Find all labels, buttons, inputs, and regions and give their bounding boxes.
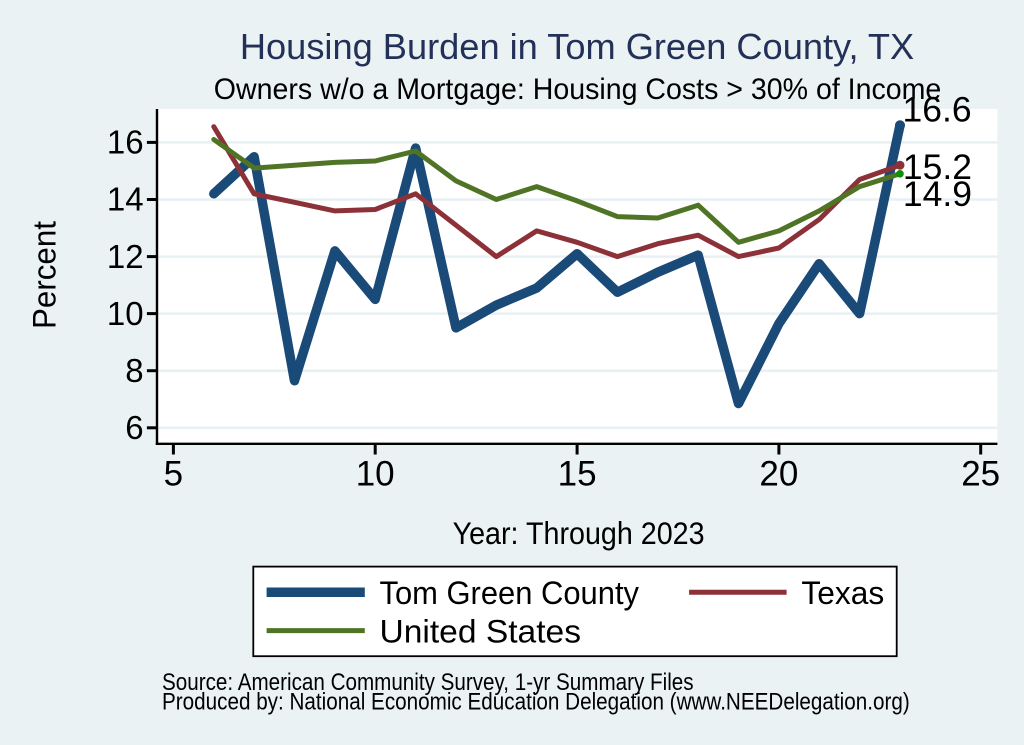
svg-text:16.6: 16.6 — [903, 90, 972, 130]
svg-text:8: 8 — [125, 352, 143, 389]
svg-text:5: 5 — [164, 454, 183, 493]
svg-text:12: 12 — [107, 238, 144, 275]
svg-text:14: 14 — [107, 181, 144, 218]
svg-text:25: 25 — [961, 454, 1000, 493]
svg-text:Texas: Texas — [801, 575, 884, 611]
svg-text:Owners w/o a Mortgage: Housing: Owners w/o a Mortgage: Housing Costs > 3… — [214, 73, 942, 106]
svg-text:Source: American Community Sur: Source: American Community Survey, 1-yr … — [162, 669, 694, 696]
svg-text:15.2: 15.2 — [903, 147, 972, 187]
svg-text:United States: United States — [380, 613, 582, 649]
svg-text:10: 10 — [356, 454, 395, 493]
svg-text:Year: Through 2023: Year: Through 2023 — [453, 515, 705, 551]
svg-text:Housing Burden in Tom Green Co: Housing Burden in Tom Green County, TX — [240, 26, 914, 67]
svg-text:15: 15 — [558, 454, 597, 493]
svg-text:Produced by: National Economic: Produced by: National Economic Education… — [162, 689, 910, 716]
svg-text:6: 6 — [125, 409, 143, 446]
svg-text:Tom Green County: Tom Green County — [380, 575, 640, 611]
svg-text:Percent: Percent — [27, 221, 63, 329]
svg-text:16: 16 — [107, 124, 144, 161]
svg-text:10: 10 — [107, 295, 144, 332]
svg-text:20: 20 — [759, 454, 798, 493]
svg-text:14.9: 14.9 — [903, 174, 972, 214]
